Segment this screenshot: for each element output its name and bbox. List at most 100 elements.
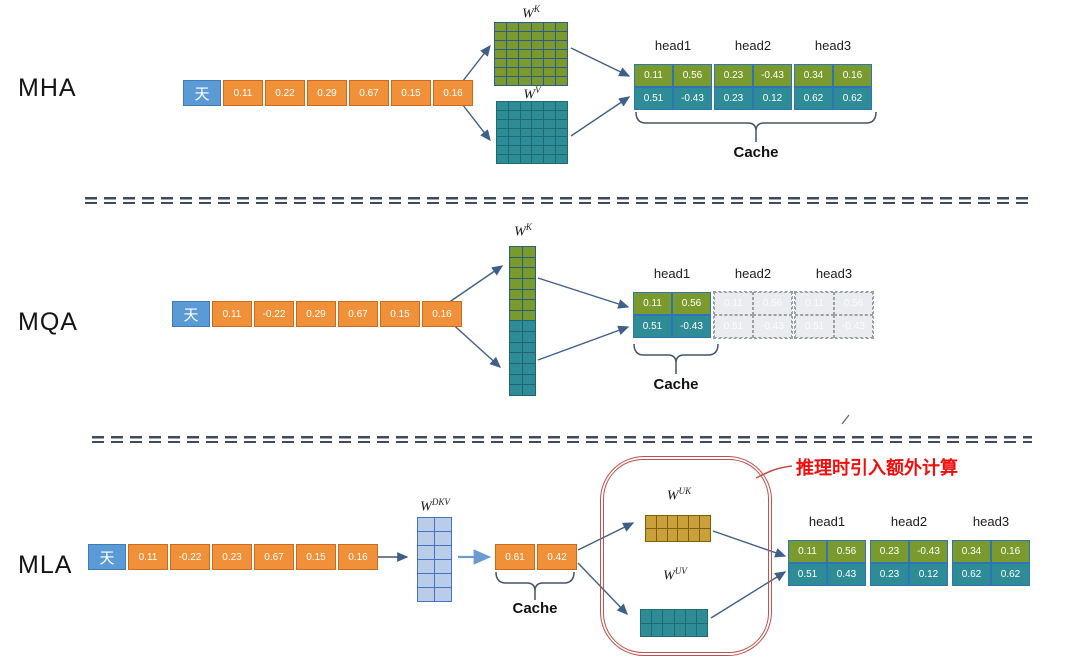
extra-compute-note: 推理时引入额外计算	[796, 458, 958, 478]
matrix-cell	[497, 146, 508, 155]
mqa-wk-matrix	[509, 246, 536, 396]
matrix-cell	[523, 374, 535, 385]
vector-cell: 0.67	[254, 544, 294, 570]
mqa-heads: head1 0.11 0.56 0.51 -0.43 head2 0.11 0.56 0.51-…	[633, 266, 874, 339]
head-label: head1	[808, 514, 846, 529]
head-cell: 0.56	[834, 292, 873, 315]
matrix-cell	[435, 546, 451, 559]
matrix-cell	[556, 137, 567, 146]
matrix-cell	[510, 268, 522, 278]
matrix-cell	[435, 560, 451, 573]
head-column: head3 0.34 0.16 0.62 0.62	[952, 514, 1030, 586]
head-cell: -0.43	[753, 315, 792, 338]
matrix-cell	[555, 50, 567, 58]
matrix-cell	[543, 68, 555, 76]
head-cell: 0.11	[634, 64, 673, 87]
matrix-cell	[508, 102, 520, 110]
head-label: head3	[814, 38, 852, 53]
matrix-cell	[532, 155, 544, 163]
matrix-cell	[656, 516, 667, 528]
vector-cell: 0.11	[223, 80, 263, 106]
matrix-cell	[435, 518, 451, 531]
head-label: head1	[653, 266, 691, 281]
matrix-cell	[543, 50, 555, 58]
matrix-cell	[678, 529, 689, 541]
mqa-cache-label: Cache	[653, 376, 699, 393]
matrix-cell	[532, 146, 544, 155]
matrix-cell	[495, 68, 507, 76]
matrix-cell	[532, 110, 544, 119]
head-cell: 0.62	[833, 87, 872, 110]
matrix-cell	[497, 102, 508, 110]
matrix-cell	[544, 146, 556, 155]
head-column: head3 0.11 0.56 0.51 -0.43	[794, 266, 874, 339]
head-table: 0.11 0.56 0.51 -0.43	[633, 292, 711, 338]
matrix-cell	[508, 110, 520, 119]
head-cell: 0.51	[634, 87, 673, 110]
extra-compute-box	[600, 456, 772, 656]
matrix-cell	[532, 102, 544, 110]
tick-mark	[841, 414, 850, 425]
head-cell: 0.16	[991, 540, 1030, 563]
head-table: 0.11 0.56 0.51 -0.43	[794, 291, 874, 339]
head-cell: 0.56	[672, 292, 711, 315]
matrix-cell	[495, 59, 507, 67]
head-cell: -0.43	[672, 315, 711, 338]
matrix-cell	[507, 77, 519, 85]
matrix-cell	[555, 32, 567, 40]
matrix-cell	[523, 364, 535, 374]
matrix-cell	[508, 119, 520, 128]
matrix-cell	[543, 77, 555, 85]
head-cell: -0.43	[834, 315, 873, 338]
head-column: head2 0.23 -0.43 0.23 0.12	[870, 514, 948, 586]
token-cell: 天	[88, 544, 126, 570]
head-cell: 0.51	[788, 563, 827, 586]
matrix-cell	[696, 610, 707, 623]
matrix-cell	[495, 50, 507, 58]
matrix-cell	[497, 110, 508, 119]
matrix-cell	[519, 23, 531, 31]
vector-cell: 0.16	[422, 301, 462, 327]
head-cell: 0.62	[794, 87, 833, 110]
section-divider-2	[92, 436, 1032, 443]
head-label: head2	[890, 514, 928, 529]
head-cell: -0.43	[753, 64, 792, 87]
mqa-section-label: MQA	[18, 308, 78, 336]
matrix-cell	[674, 623, 685, 636]
matrix-cell	[510, 289, 522, 300]
matrix-cell	[510, 300, 522, 310]
matrix-cell	[510, 332, 522, 342]
vector-cell: -0.22	[254, 301, 294, 327]
matrix-cell	[523, 321, 535, 332]
matrix-cell	[663, 610, 674, 623]
vector-cell: 0.29	[296, 301, 336, 327]
matrix-cell	[519, 77, 531, 85]
matrix-cell	[555, 41, 567, 49]
head-column: head1 0.11 0.56 0.51 -0.43	[633, 266, 711, 338]
head-table: 0.34 0.16 0.62 0.62	[794, 64, 872, 110]
head-column: head1 0.11 0.56 0.51 0.43	[788, 514, 866, 586]
matrix-cell	[519, 68, 531, 76]
matrix-cell	[544, 102, 556, 110]
matrix-cell	[523, 289, 535, 300]
matrix-cell	[544, 128, 556, 137]
matrix-cell	[519, 59, 531, 67]
vector-cell: 0.16	[338, 544, 378, 570]
head-cell: 0.11	[795, 292, 834, 315]
matrix-cell	[531, 23, 543, 31]
head-cell: 0.62	[991, 563, 1030, 586]
matrix-cell	[523, 353, 535, 364]
matrix-cell	[556, 119, 567, 128]
head-cell: 0.12	[753, 87, 792, 110]
head-cell: 0.34	[952, 540, 991, 563]
mla-heads: head1 0.11 0.56 0.51 0.43 head2 0.23 -0.43 0.23 0…	[788, 514, 1030, 586]
matrix-cell	[544, 137, 556, 146]
matrix-cell	[555, 77, 567, 85]
vector-cell: 0.29	[307, 80, 347, 106]
matrix-cell	[520, 102, 532, 110]
matrix-cell	[510, 342, 522, 353]
matrix-cell	[497, 128, 508, 137]
vector-cell: 0.15	[296, 544, 336, 570]
matrix-cell	[543, 41, 555, 49]
matrix-cell	[544, 119, 556, 128]
